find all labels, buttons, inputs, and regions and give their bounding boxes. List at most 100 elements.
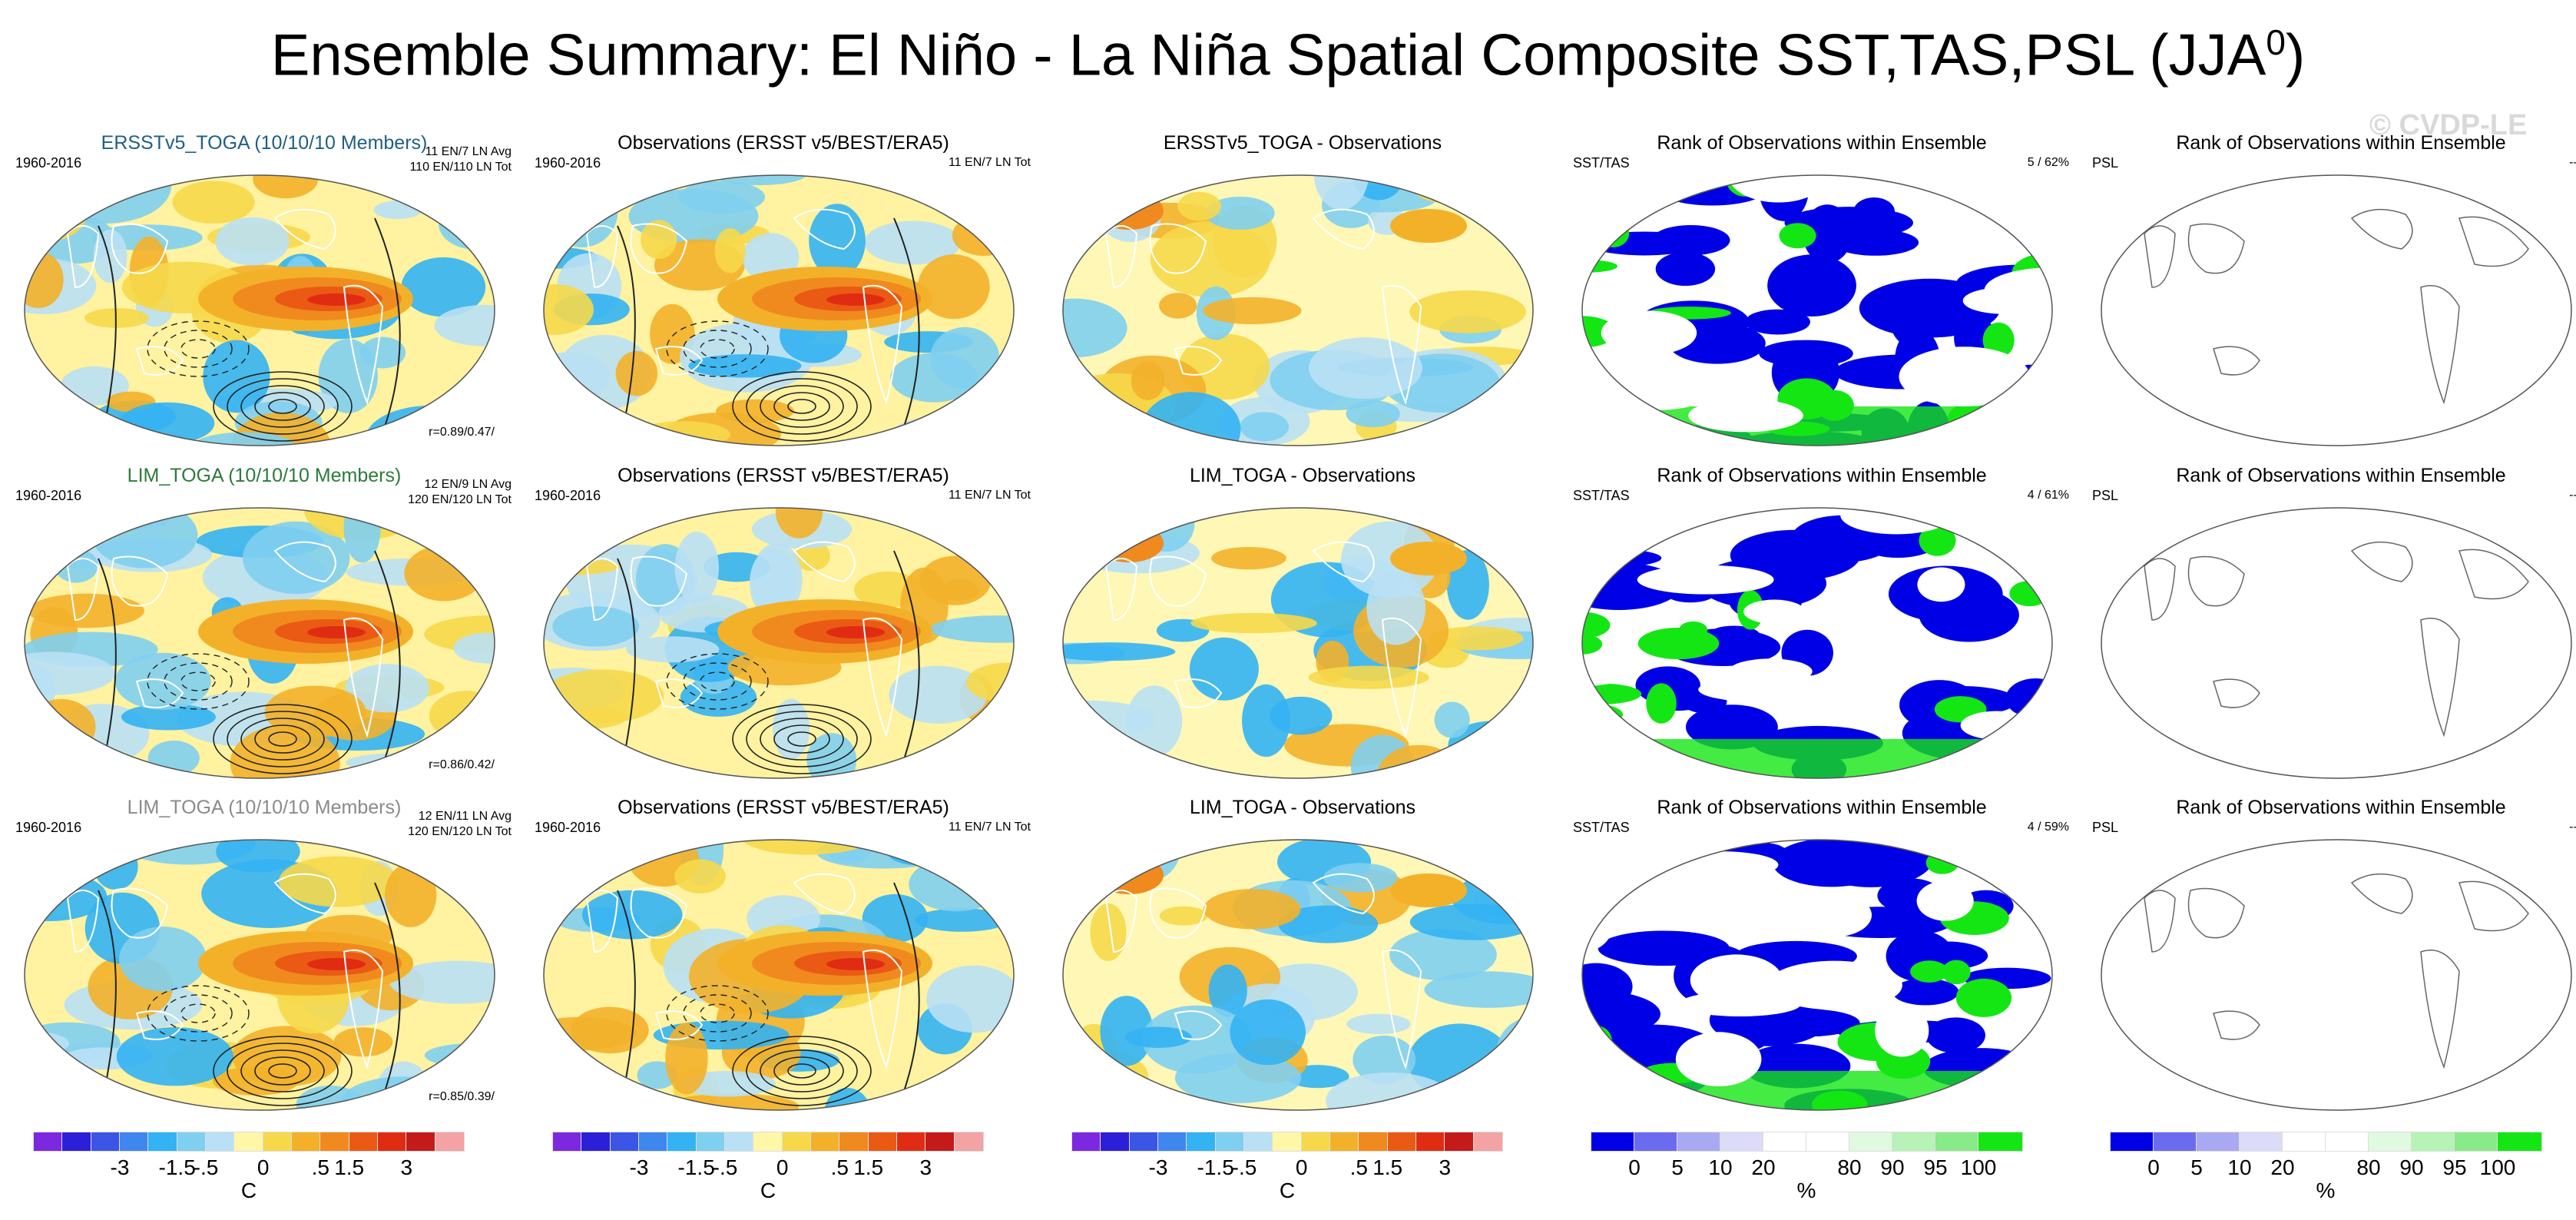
panel-right-label: 5 / 62% (2028, 155, 2069, 171)
model-panel: LIM_TOGA (10/10/10 Members) 1960-2016 12 E… (11, 797, 518, 1127)
world-map (1581, 839, 2053, 1111)
difference-panel: LIM_TOGA - Observations (1049, 465, 1556, 795)
colorbar-box (377, 1132, 408, 1152)
colorbar-unit-label: C (760, 1179, 776, 1202)
colorbar-tick-label: 5 (2190, 1155, 2203, 1179)
colorbar-unit-label: C (1279, 1179, 1296, 1202)
world-map (543, 174, 1015, 446)
colorbar-box (2239, 1132, 2284, 1152)
observations-panel: Observations (ERSST v5/BEST/ERA5) 1960-20… (530, 797, 1037, 1127)
panel-title: Observations (ERSST v5/BEST/ERA5) (618, 465, 949, 486)
rank-sst-panel: Rank of Observations within Ensemble SST/… (1568, 132, 2075, 462)
colorbar-box (953, 1132, 985, 1152)
colorbar-tick-label: 100 (2479, 1155, 2516, 1179)
panel-right-label-line: 120 EN/120 LN Tot (408, 493, 512, 506)
colorbar-box (724, 1132, 755, 1152)
colorbar-tick-label: 3 (919, 1155, 932, 1179)
colorbar-box (896, 1132, 927, 1152)
colorbar-tick-label: 3 (1439, 1155, 1452, 1179)
temperature-colorbar: -3 -1.5 -.5 0 .5 1.5 3 C (1071, 1132, 1533, 1209)
colorbar-box (205, 1132, 236, 1152)
colorbar-tick-label: 10 (1708, 1155, 1733, 1179)
colorbar-box (753, 1132, 784, 1152)
difference-panel: ERSSTv5_TOGA - Observations (1049, 132, 1556, 462)
colorbar-box (262, 1132, 293, 1152)
colorbar-box (1272, 1132, 1303, 1152)
colorbar-box (320, 1132, 351, 1152)
observations-panel: Observations (ERSST v5/BEST/ERA5) 1960-20… (530, 465, 1037, 795)
colorbar-box (1849, 1132, 1894, 1152)
world-map (1581, 174, 2053, 446)
colorbar-box (434, 1132, 465, 1152)
colorbar-box (1358, 1132, 1389, 1152)
world-map (24, 507, 495, 779)
colorbar-tick-label: 20 (2270, 1155, 2295, 1179)
colorbar-tick-label: -1.5 (1197, 1155, 1234, 1179)
colorbar-box (2282, 1132, 2327, 1152)
panel-title: Observations (ERSST v5/BEST/ERA5) (618, 132, 949, 154)
panel-right-label-line: 120 EN/120 LN Tot (408, 825, 512, 838)
colorbar-tick-label: -1.5 (677, 1155, 715, 1179)
panel-title: Rank of Observations within Ensemble (1657, 465, 1987, 486)
pattern-correlation-label: r=0.86/0.42/ (429, 758, 495, 771)
colorbar-box (1591, 1132, 1636, 1152)
colorbar-box (1186, 1132, 1217, 1152)
colorbar-tick-label: 20 (1751, 1155, 1776, 1179)
colorbar-box (1978, 1132, 2023, 1152)
colorbar-tick-label: 80 (1837, 1155, 1862, 1179)
panel-right-label: 12 EN/9 LN Avg 120 EN/120 LN Tot (408, 477, 512, 508)
colorbar-box (781, 1132, 813, 1152)
panel-title: Rank of Observations within Ensemble (2176, 132, 2506, 154)
colorbar-box (1472, 1132, 1504, 1152)
colorbar-tick-label: .5 (1349, 1155, 1368, 1179)
world-map (24, 839, 495, 1111)
rank-psl-panel: Rank of Observations within Ensemble PSL -… (2088, 797, 2576, 1127)
colorbar-tick-label: -3 (629, 1155, 649, 1179)
colorbar-tick-label: .5 (830, 1155, 849, 1179)
colorbar-tick-label: -.5 (1231, 1155, 1257, 1179)
colorbar-box (1720, 1132, 1765, 1152)
colorbar-box (2153, 1132, 2198, 1152)
temperature-colorbar: -3 -1.5 -.5 0 .5 1.5 3 C (33, 1132, 495, 1209)
colorbar-box (1935, 1132, 1980, 1152)
colorbar-box (90, 1132, 121, 1152)
colorbar-box (2368, 1132, 2413, 1152)
world-map (1062, 507, 1534, 779)
panel-right-label: --% (2569, 155, 2576, 171)
panel-left-label: SST/TAS (1573, 155, 1630, 171)
panel-title: ERSSTv5_TOGA - Observations (1163, 132, 1442, 154)
rank-colorbar: 0 5 10 20 80 90 95 100% (1591, 1132, 2052, 1209)
colorbar-box (925, 1132, 956, 1152)
colorbar-box (1100, 1132, 1131, 1152)
colorbar-tick-label: 1.5 (853, 1155, 884, 1179)
panel-left-label: 1960-2016 (15, 155, 82, 171)
colorbar-tick-label: 0 (776, 1155, 789, 1179)
colorbar-unit-label: C (240, 1179, 257, 1202)
colorbar-box (1157, 1132, 1188, 1152)
panel-right-label-line: 5 / 62% (2027, 156, 2069, 169)
panel-title: Observations (ERSST v5/BEST/ERA5) (618, 797, 949, 818)
colorbar-tick-label: 5 (1671, 1155, 1684, 1179)
panel-left-label: PSL (2092, 488, 2119, 503)
colorbar-box (609, 1132, 641, 1152)
colorbar-box (233, 1132, 265, 1152)
colorbar-box (176, 1132, 207, 1152)
colorbar-box (2497, 1132, 2542, 1152)
colorbar-tick-label: 95 (2442, 1155, 2467, 1179)
panel-right-label: 12 EN/11 LN Avg 120 EN/120 LN Tot (408, 809, 512, 840)
panel-left-label: 1960-2016 (535, 155, 601, 171)
panel-right-label: --% (2569, 820, 2576, 835)
panel-right-label-line: 11 EN/7 LN Tot (948, 489, 1031, 502)
colorbar-box (867, 1132, 899, 1152)
colorbar-box (2325, 1132, 2370, 1152)
colorbar-tick-label: 80 (2356, 1155, 2381, 1179)
model-panel: ERSSTv5_TOGA (10/10/10 Members) 1960-2016… (11, 132, 518, 462)
page-title: Ensemble Summary: El Niño - La Niña Spat… (270, 22, 2306, 88)
panel-right-label: 4 / 61% (2028, 488, 2069, 503)
colorbar-box (839, 1132, 870, 1152)
colorbar-tick-label: -.5 (193, 1155, 219, 1179)
panel-title: Rank of Observations within Ensemble (2176, 797, 2506, 818)
colorbar-box (1214, 1132, 1246, 1152)
world-map (24, 174, 495, 446)
panel-right-label-line: 11 EN/7 LN Avg (425, 145, 512, 158)
